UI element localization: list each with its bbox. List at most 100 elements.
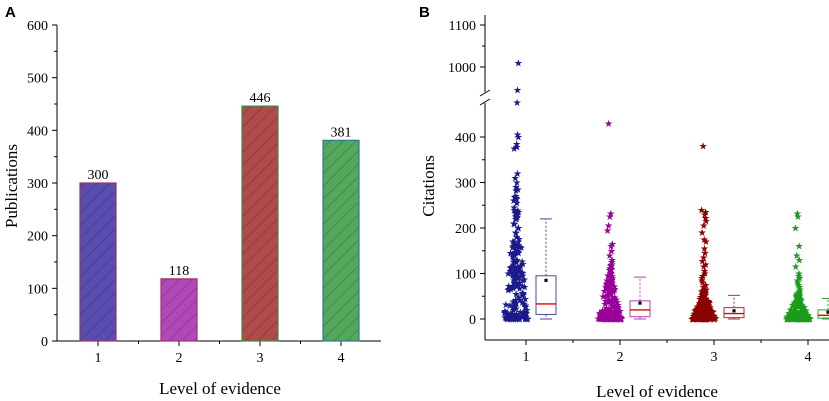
chart-b-y-tick-label: 1100: [449, 19, 476, 34]
data-point: ★: [697, 307, 706, 318]
data-point: ★: [795, 294, 804, 305]
data-point: ★: [693, 302, 702, 313]
data-point: ★: [701, 314, 710, 325]
data-point: ★: [691, 313, 700, 324]
data-point: ★: [606, 285, 615, 296]
data-point: ★: [605, 286, 614, 297]
scatter-level-3: ★★★★★★★★★★★★★★★★★★★★★★★★★★ ★★★ ★★★ ★★★★★★★ ★…: [688, 142, 720, 326]
data-point: ★: [518, 298, 527, 309]
data-point: ★: [603, 271, 612, 282]
data-point: ★: [785, 308, 794, 319]
data-point: ★: [789, 310, 798, 321]
data-point: ★: [710, 313, 719, 324]
data-point: ★: [602, 310, 611, 321]
outlier-point: ★: [793, 212, 802, 223]
data-point: ★: [615, 314, 624, 325]
data-point: ★: [601, 313, 610, 324]
data-point: ★: [695, 313, 704, 324]
mean-marker: [826, 310, 829, 314]
data-point: ★: [607, 307, 616, 318]
data-point: ★: [611, 302, 620, 313]
outlier-point: ★: [510, 274, 519, 285]
data-point: ★: [602, 314, 611, 325]
data-point: ★: [596, 311, 605, 322]
data-point: ★: [690, 310, 699, 321]
data-point: ★: [704, 310, 713, 321]
data-point: ★: [612, 295, 621, 306]
data-point: ★: [791, 314, 800, 325]
data-point: ★: [792, 306, 801, 317]
data-point: ★: [615, 312, 624, 323]
data-point: ★: [514, 293, 523, 304]
data-point: ★: [515, 273, 524, 284]
outlier-point: ★: [510, 203, 519, 214]
data-point: ★: [605, 308, 614, 319]
data-point: ★: [612, 314, 621, 325]
data-point: ★: [605, 314, 614, 325]
data-point: ★: [616, 314, 625, 325]
data-point: ★: [514, 247, 523, 258]
data-point: ★: [602, 314, 611, 325]
data-point: ★: [613, 300, 622, 311]
data-point: ★: [514, 280, 523, 291]
outlier-point: ★: [509, 258, 518, 269]
data-point: ★: [511, 208, 520, 219]
data-point: ★: [610, 311, 619, 322]
data-point: ★: [511, 186, 520, 197]
data-point: ★: [604, 286, 613, 297]
data-point: ★: [706, 307, 715, 318]
data-point: ★: [796, 313, 805, 324]
data-point: ★: [700, 288, 709, 299]
data-point: ★: [699, 286, 708, 297]
data-point: ★: [792, 311, 801, 322]
outlier-point: ★: [513, 246, 522, 257]
data-point: ★: [608, 314, 617, 325]
data-point: ★: [692, 308, 701, 319]
data-point: ★: [604, 306, 613, 317]
data-point: ★: [804, 314, 813, 325]
data-point: ★: [607, 314, 616, 325]
data-point: ★: [517, 243, 526, 254]
data-point: ★: [601, 309, 610, 320]
data-point: ★: [786, 314, 795, 325]
data-point: ★: [604, 313, 613, 324]
outlier-point: ★: [700, 267, 709, 278]
outlier-point: ★: [793, 292, 802, 303]
data-point: ★: [697, 314, 706, 325]
data-point: ★: [518, 269, 527, 280]
data-point: ★: [522, 306, 531, 317]
bar-hatch: [79, 182, 117, 342]
data-point: ★: [805, 314, 814, 325]
data-point: ★: [616, 306, 625, 317]
outlier-point: ★: [512, 198, 521, 209]
data-point: ★: [797, 304, 806, 315]
data-point: ★: [795, 314, 804, 325]
boxplot-level-1: [535, 218, 557, 320]
data-point: ★: [608, 286, 617, 297]
data-point: ★: [783, 314, 792, 325]
data-point: ★: [511, 267, 520, 278]
outlier-point: ★: [608, 239, 617, 250]
data-point: ★: [700, 314, 709, 325]
data-point: ★: [501, 300, 510, 311]
data-point: ★: [701, 314, 710, 325]
outlier-point: ★: [512, 143, 521, 154]
data-point: ★: [612, 307, 621, 318]
outlier-point: ★: [794, 280, 803, 291]
data-point: ★: [793, 293, 802, 304]
data-point: ★: [696, 295, 705, 306]
data-point: ★: [505, 301, 514, 312]
data-point: ★: [784, 312, 793, 323]
data-point: ★: [519, 309, 528, 320]
data-point: ★: [706, 314, 715, 325]
data-point: ★: [518, 311, 527, 322]
data-point: ★: [598, 306, 607, 317]
outlier-point: ★: [604, 119, 613, 130]
data-point: ★: [601, 291, 610, 302]
outlier-point: ★: [792, 251, 801, 262]
data-point: ★: [794, 315, 803, 326]
data-point: ★: [701, 288, 710, 299]
data-point: ★: [523, 314, 532, 325]
data-point: ★: [516, 262, 525, 273]
data-point: ★: [696, 300, 705, 311]
